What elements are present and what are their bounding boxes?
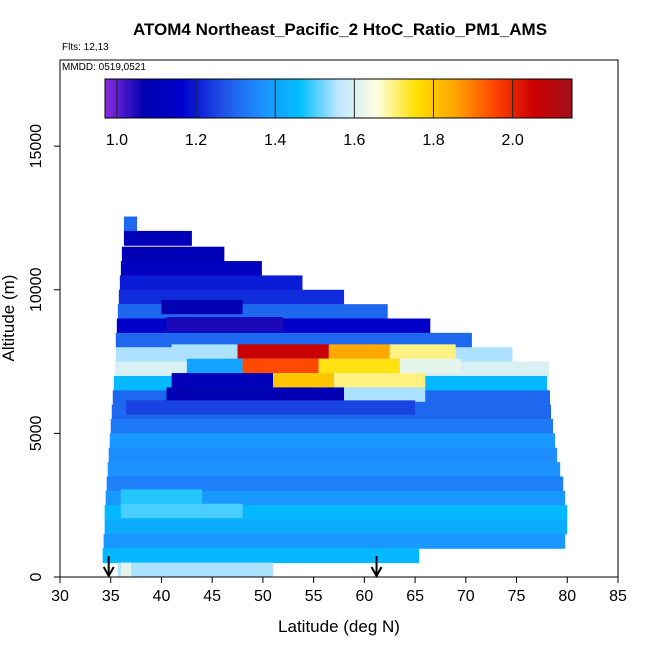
x-tick-label: 85 — [609, 588, 627, 605]
flight-arrows — [102, 556, 383, 579]
colorbar-tick-label: 1.4 — [264, 132, 286, 149]
y-axis-label: Altitude (m) — [0, 275, 18, 362]
heatmap-band-0 — [123, 216, 138, 232]
y-axis: 0 5000 10000 15000 — [28, 124, 60, 581]
x-axis: 30 35 40 45 50 55 60 65 70 75 80 85 — [51, 577, 627, 605]
colorbar — [104, 78, 573, 119]
heatmap-cell-5 — [242, 358, 319, 374]
heatmap-cell-10 — [333, 373, 426, 388]
heatmap-cell-3 — [389, 344, 456, 359]
y-tick-label: 10000 — [28, 267, 45, 312]
x-tick-label: 65 — [406, 588, 424, 605]
heatmap-band-17 — [107, 462, 561, 477]
x-tick-label: 60 — [355, 588, 373, 605]
heatmap-cell-2 — [328, 344, 390, 359]
heatmap-features — [120, 299, 461, 577]
heatmap-band-4 — [119, 275, 303, 291]
heatmap-cell-6 — [318, 358, 400, 374]
heatmap-band-18 — [106, 476, 564, 492]
x-tick-label: 70 — [457, 588, 475, 605]
heatmap-band-24 — [117, 562, 274, 578]
heatmap-band-23 — [102, 548, 420, 564]
y-tick-label: 15000 — [28, 124, 45, 169]
x-axis-label: Latitude (deg N) — [278, 617, 400, 636]
plot-frame — [59, 59, 619, 578]
flights-label: Flts: 12,13 — [62, 42, 109, 53]
heatmap-band-14 — [110, 419, 554, 434]
heatmap-cell-12 — [344, 387, 426, 402]
x-tick-label: 55 — [305, 588, 323, 605]
heatmap-cell-17 — [120, 489, 203, 504]
heatmap-band-1 — [123, 230, 192, 246]
colorbar-tick-label: 1.8 — [422, 132, 444, 149]
heatmap-cell-14 — [161, 299, 243, 315]
colorbar-tick-label: 1.0 — [106, 132, 128, 149]
heatmap-cell-16 — [120, 503, 243, 519]
heatmap-cell-9 — [273, 373, 334, 388]
heatmap-cell-18 — [120, 562, 132, 577]
y-tick-label: 0 — [28, 572, 45, 581]
heatmap-band-6 — [117, 304, 388, 319]
x-tick-label: 35 — [102, 588, 120, 605]
heatmap-band-19 — [105, 490, 566, 506]
colorbar-tick-label: 1.6 — [343, 132, 365, 149]
heatmap-cell-4 — [186, 358, 243, 374]
heatmap-band-3 — [120, 261, 262, 276]
dates-label: MMDD: 0519,0521 — [62, 62, 146, 73]
colorbar-ticks: 1.0 1.2 1.4 1.6 1.8 2.0 — [106, 79, 524, 149]
y-tick-label: 5000 — [28, 415, 45, 451]
heatmap-band-16 — [108, 447, 558, 463]
flight-arrow-head — [370, 566, 383, 579]
heatmap-cell-11 — [166, 387, 345, 402]
x-tick-label: 50 — [254, 588, 272, 605]
heatmap-cell-8 — [171, 373, 274, 388]
heatmap-band-21 — [104, 519, 568, 535]
flight-arrow-head — [102, 566, 115, 579]
colorbar-tick-label: 2.0 — [502, 132, 524, 149]
heatmap-cell-0 — [171, 344, 238, 359]
x-tick-label: 80 — [558, 588, 576, 605]
heatmap-cell-13 — [125, 400, 416, 415]
x-tick-label: 30 — [51, 588, 69, 605]
heatmap-cell-1 — [237, 344, 329, 359]
heatmap-band-2 — [121, 246, 225, 262]
heatmap-cell-15 — [166, 317, 284, 332]
heatmap-band-22 — [103, 533, 566, 549]
x-tick-label: 40 — [153, 588, 171, 605]
colorbar-tick-label: 1.2 — [185, 132, 207, 149]
x-tick-label: 45 — [203, 588, 221, 605]
heatmap-band-8 — [115, 332, 472, 348]
heatmap-cell-7 — [399, 358, 461, 374]
chart-title: ATOM4 Northeast_Pacific_2 HtoC_Ratio_PM1… — [133, 20, 547, 39]
heatmap-band-15 — [109, 433, 556, 449]
x-tick-label: 75 — [508, 588, 526, 605]
